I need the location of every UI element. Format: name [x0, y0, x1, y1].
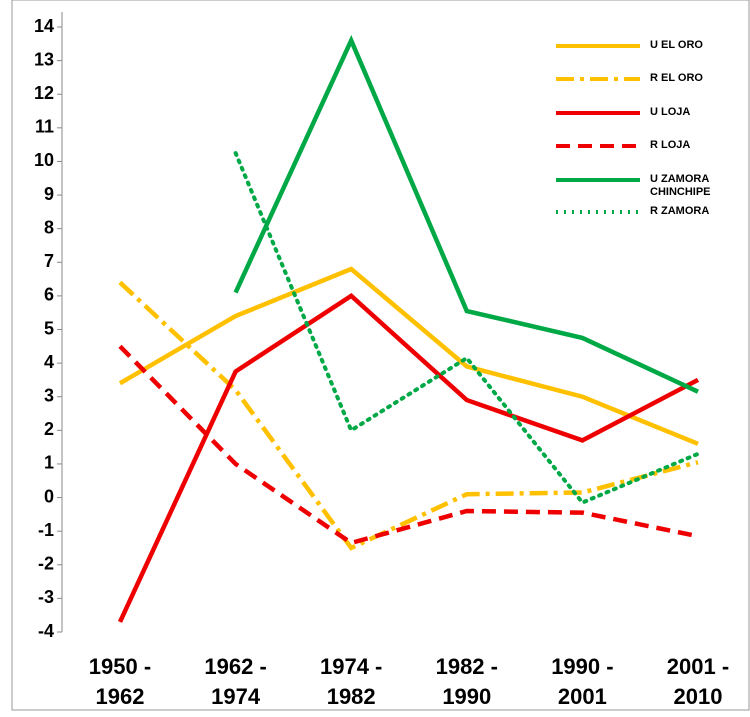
x-tick-label: 1982 - 1990	[435, 654, 498, 709]
y-tick-label: 3	[44, 385, 54, 405]
y-tick-label: 1	[44, 453, 54, 473]
y-tick-label: 14	[34, 16, 54, 36]
frame	[11, 0, 750, 711]
legend-label: U LOJA	[650, 106, 691, 118]
legend-label: U ZAMORA CHINCHIPE	[650, 173, 711, 198]
x-tick-label: 1974 - 1982	[319, 654, 383, 709]
y-tick-label: 13	[34, 49, 54, 69]
y-tick-label: 4	[44, 352, 54, 372]
series-line	[118, 280, 699, 551]
x-tick-label: 2001 - 2010	[666, 654, 730, 709]
y-tick-label: -3	[38, 587, 54, 607]
y-tick-label: 0	[44, 486, 54, 506]
y-tick-label: -1	[38, 520, 54, 540]
y-tick-label: -4	[38, 621, 54, 641]
y-tick-label: 6	[44, 285, 54, 305]
y-tick-label: 5	[44, 318, 54, 338]
series-line	[233, 151, 700, 506]
y-tick-label: 7	[44, 251, 54, 271]
legend-label: R LOJA	[650, 139, 691, 151]
y-tick-label: -2	[38, 554, 54, 574]
y-tick-label: 9	[44, 184, 54, 204]
legend-label: U EL ORO	[650, 39, 703, 51]
legend-label: R EL ORO	[650, 72, 703, 84]
series-line	[233, 34, 699, 394]
x-tick-label: 1950 - 1962	[88, 654, 152, 709]
y-tick-label: 11	[35, 117, 54, 137]
x-tick-label: 1990 - 2001	[551, 654, 614, 709]
series-line	[117, 293, 700, 623]
y-tick-label: 10	[34, 150, 54, 170]
y-tick-label: 12	[34, 83, 54, 103]
x-tick-label: 1962 - 1974	[204, 654, 267, 709]
series-line	[118, 344, 699, 546]
y-tick-label: 2	[44, 419, 54, 439]
legend-label: R ZAMORA	[650, 205, 710, 217]
y-tick-label: 8	[44, 217, 54, 237]
series-line	[118, 266, 699, 446]
